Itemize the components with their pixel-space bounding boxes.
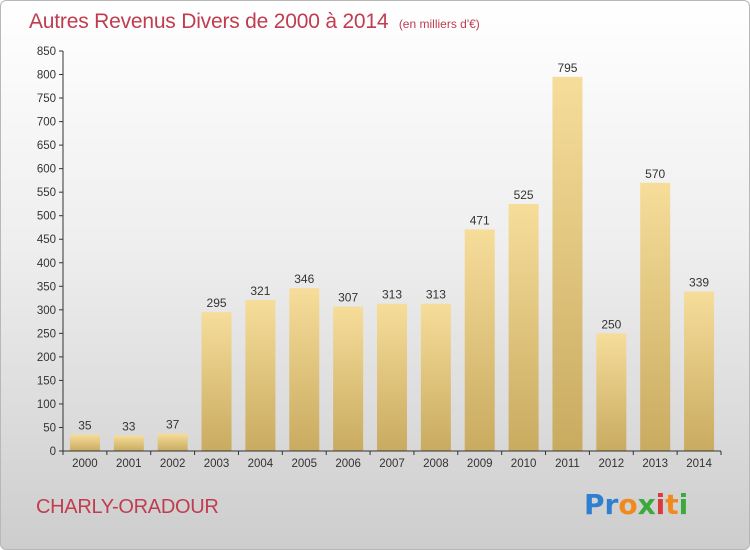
bar-2014: [684, 291, 715, 451]
x-tick-label: 2006: [335, 458, 361, 470]
y-tick-label: 150: [37, 375, 56, 387]
bar-2001: [113, 435, 144, 451]
data-label: 33: [122, 419, 136, 433]
data-label: 795: [557, 61, 577, 75]
x-tick-label: 2003: [204, 458, 230, 470]
logo-letter: t: [665, 488, 679, 521]
logo-letter: i: [678, 488, 689, 521]
bar-2004: [245, 299, 276, 451]
y-tick-label: 550: [37, 187, 56, 199]
x-tick-label: 2007: [379, 458, 405, 470]
data-label: 321: [250, 284, 270, 298]
bar-2002: [157, 433, 188, 451]
bar-2003: [201, 312, 232, 451]
y-tick-label: 800: [37, 70, 56, 82]
data-label: 339: [689, 275, 709, 289]
title-row: Autres Revenus Divers de 2000 à 2014 (en…: [29, 10, 480, 34]
bar-2012: [596, 333, 627, 451]
data-label: 35: [78, 419, 92, 433]
y-tick-label: 300: [37, 305, 56, 317]
y-tick-label: 750: [37, 93, 56, 105]
axes-group: 2000 2001 2002 2003 2004 2005 2006 2007 2008 2009…: [37, 46, 722, 470]
data-label: 346: [294, 272, 314, 286]
y-tick-label: 250: [37, 328, 56, 340]
y-tick-label: 600: [37, 164, 56, 176]
data-label: 307: [338, 291, 358, 305]
chart-unit: (en milliers d'€): [398, 17, 480, 31]
data-label: 525: [514, 188, 534, 202]
bar-2010: [508, 203, 539, 451]
location-label: CHARLY-ORADOUR: [36, 496, 219, 518]
bar-2011: [552, 76, 583, 451]
y-tick-label: 400: [37, 258, 56, 270]
proxiti-logo: Proxiti: [584, 488, 688, 521]
x-tick-label: 2005: [291, 458, 317, 470]
y-tick-label: 450: [37, 234, 56, 246]
logo-letter: i: [655, 488, 666, 521]
x-tick-label: 2014: [686, 458, 712, 470]
x-tick-label: 2012: [599, 458, 625, 470]
bars-group: 35 33 37 295 321 346 307 313 313 471 525 795 250 570 3…: [69, 61, 715, 451]
logo-letter: P: [584, 488, 605, 521]
data-label: 37: [166, 418, 180, 432]
data-label: 313: [382, 288, 402, 302]
x-tick-label: 2013: [642, 458, 668, 470]
data-label: 313: [426, 288, 446, 302]
bar-2007: [377, 303, 407, 451]
bar-2005: [289, 288, 320, 451]
y-tick-label: 650: [37, 140, 56, 152]
y-tick-label: 850: [37, 46, 56, 58]
x-tick-label: 2010: [511, 458, 537, 470]
bar-2009: [464, 229, 495, 451]
logo-letter: o: [618, 488, 638, 521]
y-tick-label: 100: [37, 399, 56, 411]
y-tick-label: 0: [50, 446, 56, 458]
y-tick-label: 500: [37, 211, 56, 223]
bar-2013: [640, 182, 671, 451]
x-tick-label: 2002: [160, 458, 186, 470]
chart-title: Autres Revenus Divers de 2000 à 2014: [29, 10, 389, 33]
logo-letter: x: [637, 488, 656, 521]
data-label: 250: [601, 317, 621, 331]
bar-2006: [333, 306, 364, 451]
data-label: 570: [645, 167, 665, 181]
x-tick-label: 2009: [467, 458, 493, 470]
x-tick-label: 2004: [248, 458, 274, 470]
y-tick-label: 700: [37, 117, 56, 129]
data-label: 295: [207, 296, 227, 310]
logo-letter: r: [604, 488, 619, 521]
y-tick-label: 350: [37, 281, 56, 293]
bar-2008: [420, 303, 451, 451]
x-tick-label: 2008: [423, 458, 449, 470]
x-tick-label: 2000: [72, 458, 98, 470]
y-tick-label: 50: [43, 422, 56, 434]
y-tick-label: 200: [37, 352, 56, 364]
x-tick-label: 2001: [116, 458, 142, 470]
bar-2000: [69, 434, 100, 451]
data-label: 471: [470, 213, 490, 227]
x-tick-label: 2011: [555, 458, 580, 470]
